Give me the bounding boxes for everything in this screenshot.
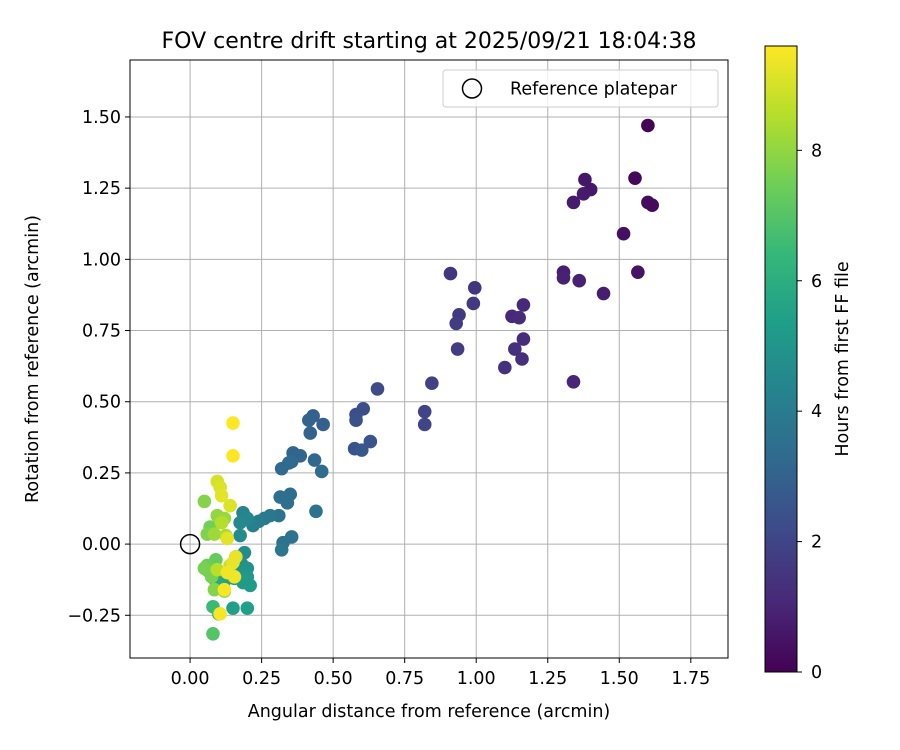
- x-tick-label: 0.75: [385, 669, 424, 689]
- y-axis-label: Rotation from reference (arcmin): [23, 215, 43, 503]
- scatter-point: [227, 570, 242, 584]
- scatter-point: [274, 461, 289, 476]
- scatter-point: [197, 494, 212, 509]
- scatter-point: [214, 515, 229, 530]
- scatter-point: [226, 416, 240, 430]
- scatter-point: [223, 498, 237, 513]
- colorbar-tick-label: 8: [811, 141, 822, 161]
- scatter-point: [645, 198, 659, 213]
- scatter-point: [556, 271, 571, 285]
- scatter-point: [274, 542, 289, 557]
- scatter-point: [449, 316, 463, 331]
- scatter-point: [450, 342, 465, 356]
- scatter-point: [307, 453, 322, 467]
- scatter-point: [206, 626, 220, 641]
- scatter-point: [314, 464, 329, 479]
- y-tick-label: 0.00: [82, 535, 121, 555]
- chart-title: FOV centre drift starting at 2025/09/21 …: [162, 29, 697, 54]
- y-tick-label: 0.75: [82, 322, 121, 342]
- scatter-point: [213, 607, 227, 621]
- colorbar: 0 2 4 6 8 Hours from first FF file: [764, 45, 853, 683]
- scatter-point: [240, 601, 255, 615]
- scatter-point: [233, 528, 247, 543]
- y-tick-label: 0.50: [82, 393, 121, 413]
- scatter-point: [207, 527, 222, 541]
- scatter-point: [417, 404, 432, 419]
- y-tick-label: 1.00: [82, 250, 121, 270]
- x-tick-label: 1.25: [528, 669, 567, 689]
- scatter-point: [309, 504, 323, 519]
- scatter-point: [512, 310, 526, 325]
- y-axis-ticks: −0.25 0.00 0.25 0.50 0.75 1.00 1.25 1.50: [67, 108, 130, 626]
- scatter-point: [302, 413, 316, 428]
- colorbar-ticks: 0 2 4 6 8: [797, 141, 822, 683]
- scatter-point: [467, 281, 482, 295]
- x-axis-label: Angular distance from reference (arcmin): [248, 702, 611, 722]
- scatter-point: [566, 374, 581, 389]
- x-axis-ticks: 0.00 0.25 0.50 0.75 1.00 1.25 1.50 1.75: [171, 658, 710, 689]
- reference-platepar-marker: [179, 533, 201, 555]
- scatter-point: [370, 382, 385, 396]
- scatter-point: [572, 273, 587, 288]
- scatter-point: [515, 352, 529, 366]
- scatter-point: [576, 187, 591, 201]
- scatter-point: [628, 171, 642, 185]
- x-tick-label: 1.00: [457, 669, 496, 689]
- colorbar-tick-label: 2: [811, 533, 822, 553]
- legend-reference-marker: [461, 78, 483, 99]
- plot-frame: [129, 59, 729, 659]
- y-tick-label: −0.25: [67, 606, 121, 626]
- x-tick-label: 0.00: [171, 669, 210, 689]
- scatter-point: [508, 342, 522, 356]
- scatter-point: [641, 118, 655, 133]
- legend: Reference platepar: [442, 69, 719, 108]
- colorbar-tick-label: 4: [811, 402, 822, 422]
- scatter-point: [578, 172, 592, 187]
- scatter-point: [425, 376, 439, 391]
- y-tick-label: 1.25: [82, 179, 121, 199]
- y-tick-label: 1.50: [82, 108, 121, 128]
- x-tick-label: 0.50: [314, 669, 353, 689]
- scatter-points: [197, 118, 659, 641]
- scatter-point: [498, 360, 512, 375]
- scatter-point: [466, 296, 481, 311]
- scatter-point: [214, 488, 229, 503]
- scatter-point: [616, 226, 631, 241]
- y-tick-label: 0.25: [82, 464, 121, 484]
- scatter-point: [207, 582, 222, 597]
- scatter-point: [303, 426, 318, 440]
- x-tick-label: 1.75: [671, 669, 710, 689]
- grid: [130, 60, 728, 658]
- scatter-point: [217, 582, 232, 597]
- colorbar-tick-label: 0: [811, 663, 822, 683]
- x-tick-label: 0.25: [242, 669, 281, 689]
- colorbar-gradient: [764, 45, 798, 673]
- scatter-point: [226, 449, 240, 463]
- scatter-point: [233, 515, 247, 530]
- scatter-point: [363, 434, 378, 449]
- legend-label: Reference platepar: [510, 80, 678, 100]
- scatter-point: [596, 286, 611, 301]
- colorbar-label: Hours from first FF file: [833, 261, 853, 456]
- scatter-point: [280, 496, 295, 510]
- scatter-point: [631, 265, 645, 279]
- scatter-point: [417, 417, 432, 432]
- scatter-point: [226, 601, 240, 615]
- x-tick-label: 1.50: [600, 669, 639, 689]
- scatter-point: [316, 417, 330, 432]
- scatter-point: [226, 555, 240, 570]
- scatter-point: [443, 266, 458, 281]
- scatter-point: [566, 195, 581, 210]
- colorbar-tick-label: 6: [811, 272, 822, 292]
- reference-marker-layer: [179, 533, 201, 555]
- scatter-point: [516, 298, 531, 312]
- legend-box: [442, 69, 719, 108]
- scatter-point: [349, 413, 363, 428]
- scatter-point: [220, 531, 235, 546]
- scatter-point: [354, 443, 369, 457]
- scatter-point: [243, 578, 257, 593]
- scatter-point: [516, 332, 531, 346]
